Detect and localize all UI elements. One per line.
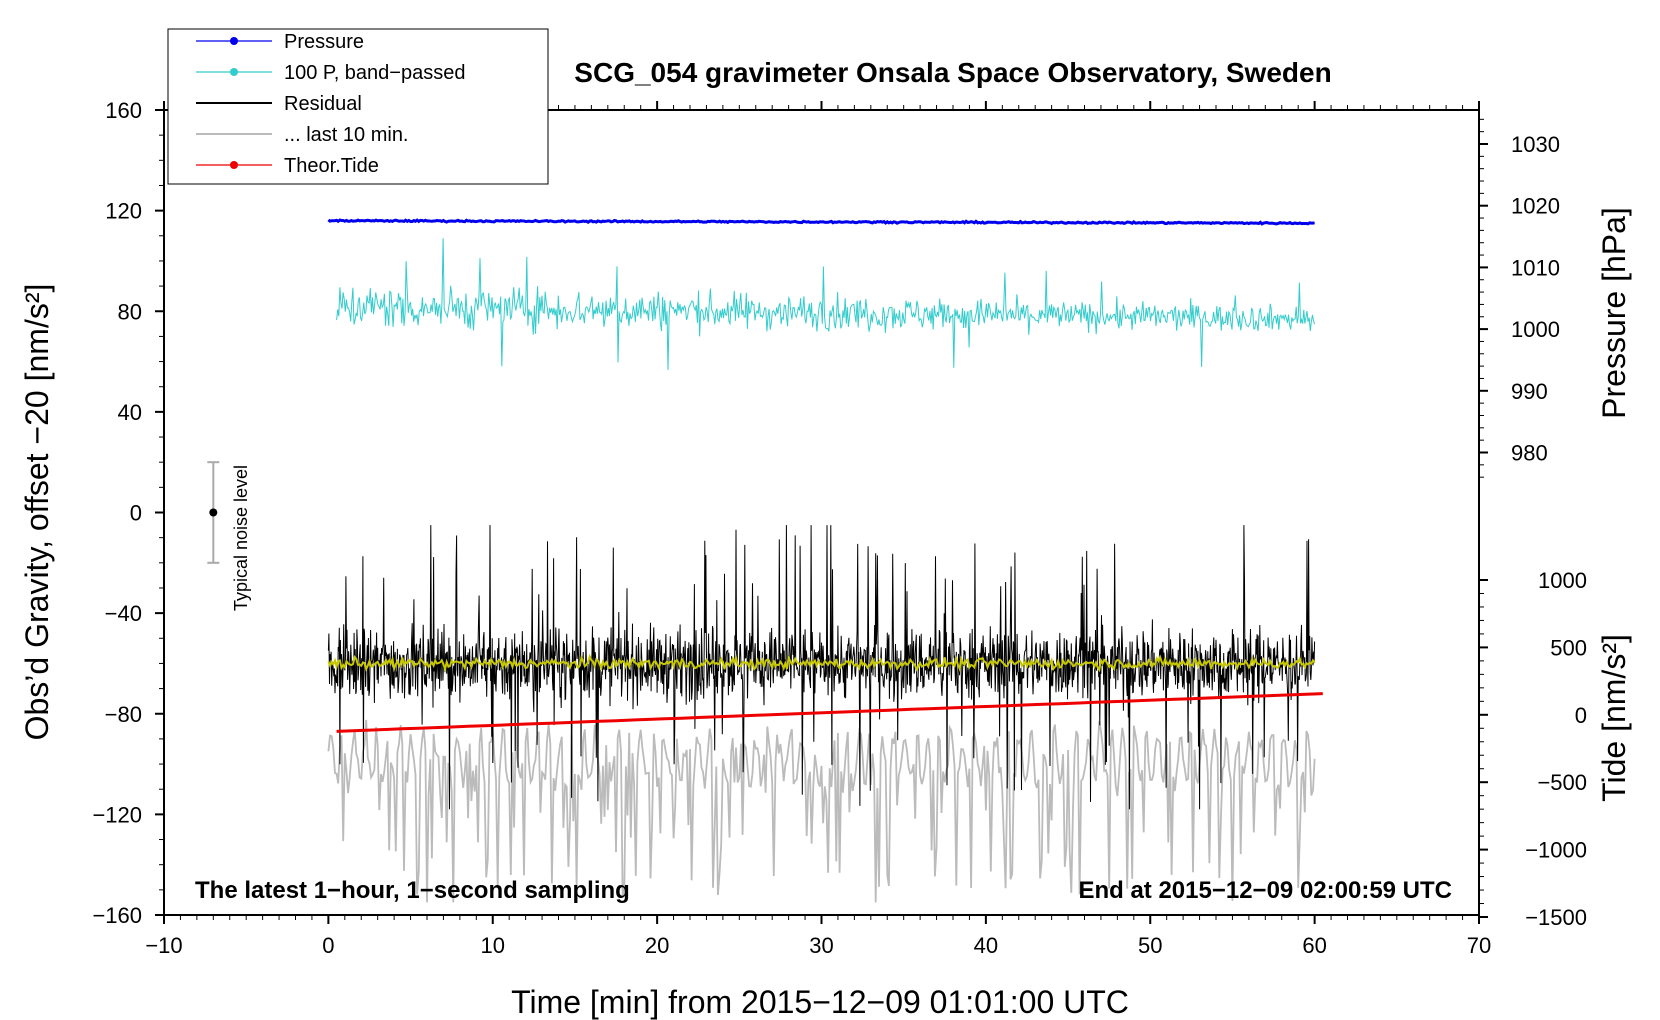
series-residual-smoothed [327, 653, 1316, 673]
y-tick-label: 160 [105, 98, 142, 123]
series-theor-tide [336, 692, 1323, 733]
y-tick-label: −80 [105, 702, 142, 727]
y-tick-label: −120 [92, 802, 142, 827]
tide-tick-label: 0 [1575, 703, 1587, 728]
tide-tick-label: −1000 [1525, 838, 1587, 863]
y-tick-label: 80 [118, 299, 142, 324]
x-tick-label: −10 [145, 933, 182, 958]
y-tick-label: 0 [130, 501, 142, 526]
chart-title: SCG_054 gravimeter Onsala Space Observat… [574, 57, 1331, 88]
legend: Pressure 100 P, band−passed Residual ... la… [167, 28, 549, 185]
y-axis-label-left: Obs’d Gravity, offset −20 [nm/s²] [19, 284, 55, 741]
annotation-left: The latest 1−hour, 1−second sampling [195, 877, 630, 904]
x-tick-label: 0 [322, 933, 334, 958]
y-tick-label: 120 [105, 199, 142, 224]
series-layer [327, 218, 1323, 903]
x-tick-label: 40 [974, 933, 998, 958]
pressure-tick-label: 1010 [1511, 255, 1560, 280]
noise-level-indicator [207, 461, 220, 564]
noise-level-label: Typical noise level [231, 465, 251, 611]
pressure-axis-ticks: 1030 1020 1010 1000 990 980 [1479, 118, 1560, 478]
series-pressure [327, 218, 1315, 226]
x-axis-ticks: −10 0 10 20 30 40 50 60 70 [145, 101, 1491, 958]
x-tick-label: 70 [1467, 933, 1491, 958]
tide-tick-label: 500 [1550, 635, 1587, 660]
y-axis-ticks: 160 120 80 40 0 −40 −80 −120 −160 [92, 98, 164, 928]
pressure-tick-label: 1000 [1511, 317, 1560, 342]
annotation-right: End at 2015−12−09 02:00:59 UTC [1078, 877, 1452, 904]
y-axis-label-pressure: Pressure [hPa] [1596, 207, 1632, 419]
x-tick-label: 60 [1302, 933, 1326, 958]
legend-label: ... last 10 min. [284, 124, 409, 146]
pressure-tick-label: 980 [1511, 441, 1548, 466]
legend-swatch-dot [230, 161, 238, 169]
x-axis-label: Time [min] from 2015−12−09 01:01:00 UTC [511, 984, 1129, 1020]
legend-swatch-dot [230, 68, 238, 76]
pressure-tick-label: 990 [1511, 379, 1548, 404]
y-tick-label: −160 [92, 903, 142, 928]
pressure-tick-label: 1030 [1511, 132, 1560, 157]
legend-label: Pressure [284, 31, 364, 53]
y-axis-label-tide: Tide [nm/s²] [1596, 634, 1632, 802]
x-tick-label: 30 [809, 933, 833, 958]
series-pressure-band-passed [336, 238, 1316, 370]
legend-label: Residual [284, 93, 362, 115]
legend-swatch-dot [230, 37, 238, 45]
x-tick-label: 10 [481, 933, 505, 958]
legend-box [167, 28, 549, 185]
series-residual [327, 525, 1316, 810]
y-tick-label: −40 [105, 601, 142, 626]
legend-label: 100 P, band−passed [284, 62, 465, 84]
tide-tick-label: −500 [1537, 770, 1587, 795]
pressure-tick-label: 1020 [1511, 194, 1560, 219]
tide-axis-ticks: 1000 500 0 −500 −1000 −1500 [1479, 568, 1587, 930]
x-tick-label: 20 [645, 933, 669, 958]
legend-label: Theor.Tide [284, 155, 379, 177]
noise-bar-center-dot [209, 508, 218, 517]
tide-tick-label: −1500 [1525, 905, 1587, 930]
x-tick-label: 50 [1138, 933, 1162, 958]
tide-tick-label: 1000 [1538, 568, 1587, 593]
y-tick-label: 40 [118, 400, 142, 425]
